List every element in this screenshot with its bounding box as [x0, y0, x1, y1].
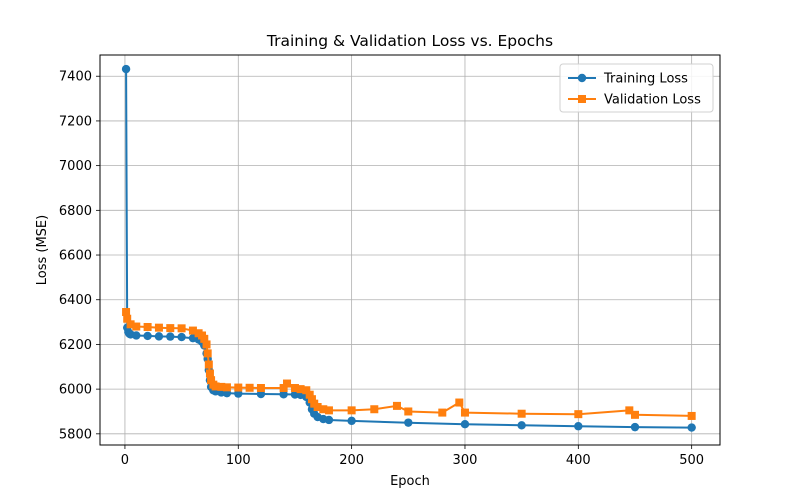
- y-tick-label: 5800: [59, 427, 92, 442]
- data-point: [217, 382, 226, 391]
- series-validation-loss: [122, 308, 696, 420]
- data-point: [234, 383, 243, 392]
- legend-marker: [578, 95, 586, 103]
- data-point: [347, 406, 356, 415]
- x-tick-label: 100: [226, 453, 251, 468]
- data-point: [625, 406, 634, 415]
- data-point: [122, 308, 131, 317]
- data-point: [324, 406, 333, 415]
- legend-item: Validation Loss: [568, 93, 701, 108]
- axes-frame: [99, 54, 721, 446]
- data-point: [290, 384, 299, 393]
- data-point: [455, 398, 464, 407]
- data-point: [121, 64, 131, 74]
- data-point: [687, 423, 696, 432]
- data-point: [305, 390, 314, 399]
- x-tick-label: 500: [679, 453, 704, 468]
- data-point: [211, 382, 220, 391]
- x-axis-title: Epoch: [390, 474, 430, 489]
- data-point: [313, 403, 322, 412]
- data-point: [200, 334, 209, 343]
- x-tick-label: 0: [121, 453, 129, 468]
- x-tick-label: 300: [453, 453, 478, 468]
- data-point: [204, 360, 213, 369]
- data-point: [517, 409, 526, 418]
- data-point: [177, 332, 186, 342]
- data-point: [687, 411, 696, 420]
- legend-marker: [577, 73, 587, 83]
- y-tick-label: 7200: [59, 114, 92, 129]
- y-tick-label: 6000: [59, 383, 92, 398]
- data-point: [307, 395, 316, 404]
- data-point: [143, 322, 152, 331]
- data-point: [404, 418, 413, 427]
- data-point: [154, 323, 163, 332]
- legend-label: Validation Loss: [604, 93, 701, 108]
- data-point: [222, 383, 231, 392]
- data-point: [132, 322, 141, 331]
- data-point: [279, 390, 288, 399]
- data-point: [438, 408, 447, 417]
- ticks: 0 100 200 300 400 500 5800 6000 6200 6400 6600 6800…: [59, 70, 704, 468]
- y-tick-label: 6400: [59, 293, 92, 308]
- legend-label: Training Loss: [603, 72, 688, 87]
- data-point: [347, 416, 356, 426]
- data-point: [205, 369, 214, 378]
- legend-box: [559, 63, 714, 113]
- data-point: [460, 408, 469, 417]
- data-point: [256, 384, 265, 393]
- data-point: [202, 340, 211, 349]
- data-point: [166, 332, 175, 341]
- x-tick-label: 200: [339, 453, 364, 468]
- data-point: [392, 401, 401, 410]
- chart-title: Training & Validation Loss vs. Epochs: [266, 32, 553, 50]
- data-point: [207, 376, 216, 385]
- data-point: [203, 349, 212, 358]
- y-tick-label: 7000: [59, 159, 92, 174]
- legend-item: Training Loss: [568, 72, 688, 87]
- y-tick-label: 6800: [59, 204, 92, 219]
- data-point: [123, 314, 132, 323]
- legend: Training Loss Validation Loss: [559, 63, 714, 113]
- data-point: [630, 410, 639, 419]
- data-point: [404, 407, 413, 416]
- data-point: [188, 326, 197, 335]
- data-point: [324, 415, 334, 425]
- data-point: [517, 421, 526, 430]
- x-tick-label: 400: [566, 453, 591, 468]
- data-point: [154, 332, 164, 341]
- data-point: [245, 383, 254, 392]
- data-point: [302, 386, 311, 395]
- data-point: [166, 324, 175, 333]
- data-point: [574, 410, 583, 419]
- y-tick-label: 6200: [59, 338, 92, 353]
- data-point: [319, 405, 328, 414]
- data-point: [460, 420, 470, 429]
- y-axis-title: Loss (MSE): [35, 215, 50, 285]
- data-point: [132, 331, 141, 340]
- y-tick-label: 6600: [59, 249, 92, 264]
- data-point: [126, 320, 135, 329]
- data-point: [296, 385, 305, 394]
- data-point: [370, 405, 379, 414]
- plot-area: [121, 64, 696, 432]
- data-point: [279, 384, 288, 393]
- data-point: [177, 324, 186, 333]
- data-point: [574, 422, 583, 431]
- data-point: [143, 331, 152, 341]
- data-point: [283, 379, 292, 388]
- y-tick-label: 7400: [59, 70, 92, 85]
- data-point: [630, 422, 640, 432]
